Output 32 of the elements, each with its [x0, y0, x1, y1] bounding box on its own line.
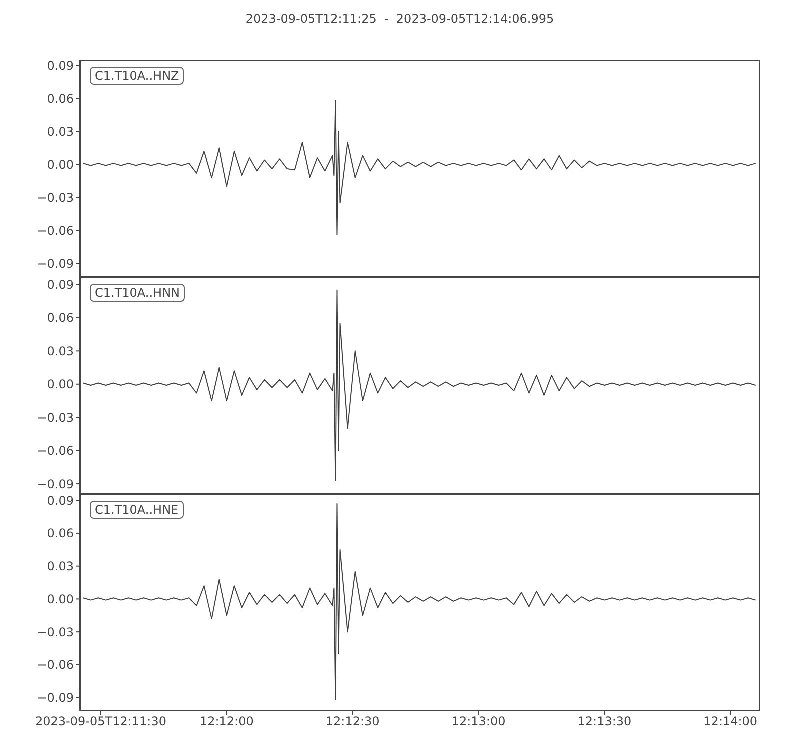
y-tick-label: −0.03	[37, 625, 74, 640]
y-tick-label: −0.06	[37, 658, 74, 672]
y-tick-label: 0.03	[47, 124, 74, 139]
y-tick-label: −0.03	[37, 190, 74, 205]
y-tick-label: −0.06	[37, 444, 74, 458]
y-tick-label: −0.09	[37, 691, 74, 706]
y-tick-label: −0.09	[37, 257, 74, 272]
x-tick-label: 12:14:00	[704, 714, 758, 729]
y-tick-label: 0.06	[47, 526, 74, 541]
x-tick-label: 12:13:00	[452, 714, 506, 729]
annotation: C1.T10A..HNN	[90, 284, 186, 302]
annotation: C1.T10A..HNZ	[90, 67, 184, 85]
y-tick-label: 0.06	[47, 92, 74, 106]
y-tick-label: 0.00	[47, 378, 74, 392]
y-tick-label: 0.03	[47, 560, 74, 574]
y-tick-label: −0.09	[37, 477, 74, 492]
y-tick-label: −0.03	[37, 410, 74, 425]
x-tick-label: 2023-09-05T12:11:30	[36, 714, 166, 729]
x-tick-label: 12:12:00	[200, 714, 254, 729]
x-tick-label: 12:12:30	[326, 714, 380, 729]
y-tick-label: 0.03	[47, 344, 74, 358]
y-tick-label: 0.09	[47, 278, 74, 292]
y-tick-label: 0.00	[47, 592, 74, 606]
y-tick-label: 0.06	[47, 311, 74, 326]
y-tick-label: 0.09	[47, 58, 74, 73]
line-series	[82, 100, 756, 236]
chart-title: 2023-09-05T12:11:25 - 2023-09-05T12:14:06.995	[244, 12, 556, 26]
annotation: C1.T10A..HNE	[90, 501, 184, 519]
x-tick-label: 12:13:30	[578, 714, 632, 729]
y-tick-label: 0.00	[47, 158, 74, 172]
y-tick-label: 0.09	[47, 494, 74, 508]
y-tick-label: −0.06	[37, 224, 74, 238]
